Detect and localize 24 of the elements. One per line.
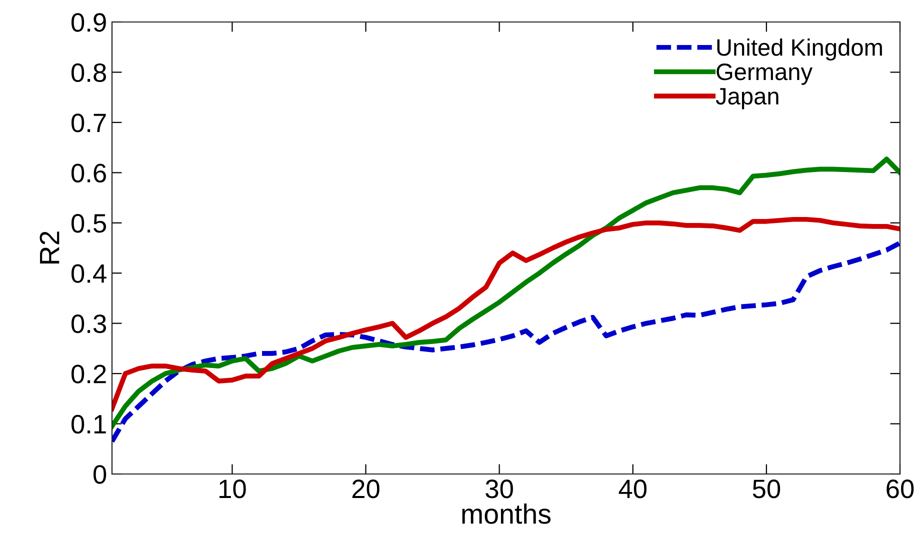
y-tick-label: 0 [93, 465, 106, 484]
legend-label: United Kingdom [717, 38, 882, 61]
x-tick-label: 60 [886, 480, 914, 498]
y-tick-label: 0.8 [71, 63, 106, 82]
legend-label: Japan [716, 88, 778, 110]
x-axis-title: months [462, 503, 551, 524]
y-tick-label: 0.1 [71, 414, 106, 434]
x-tick-label: 20 [352, 480, 380, 498]
y-tick-label: 0.2 [71, 364, 106, 384]
line-series [112, 156, 900, 429]
y-axis-title: R2 [40, 232, 60, 264]
line-series [112, 240, 900, 444]
y-tick-label: 0.5 [71, 214, 106, 233]
line-series [112, 216, 900, 412]
x-tick-label: 10 [220, 480, 246, 498]
x-tick-label: 50 [752, 480, 780, 498]
x-tick-label: 30 [486, 480, 513, 498]
x-tick-label: 40 [618, 480, 647, 498]
y-tick-label: 0.4 [71, 264, 106, 283]
y-tick-label: 0.7 [71, 114, 106, 132]
y-tick-label: 0.3 [71, 314, 106, 334]
y-tick-label: 0.9 [71, 13, 106, 32]
legend-label: Germany [716, 64, 813, 85]
y-tick-label: 0.6 [71, 164, 106, 182]
